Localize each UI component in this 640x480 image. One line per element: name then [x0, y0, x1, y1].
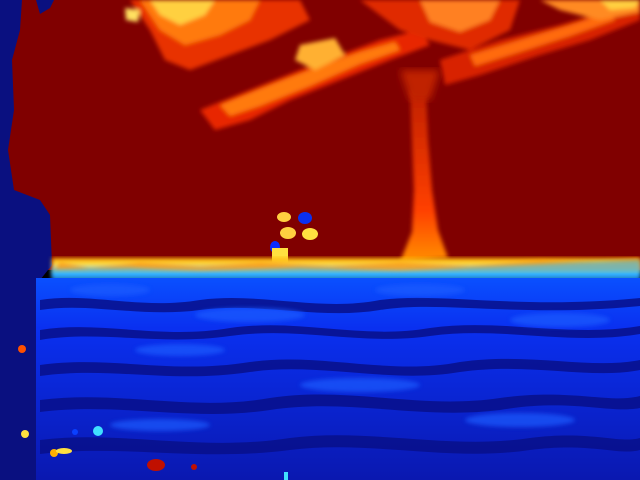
tree-canopy: [125, 0, 640, 130]
tree-trunk: [400, 70, 448, 262]
top-left-notch: [36, 0, 54, 14]
horizon-object: [270, 212, 318, 264]
depth-artifacts: [18, 345, 288, 480]
left-foreground-edge: [0, 0, 52, 480]
ground-texture: [40, 297, 640, 455]
ground-highlights: [70, 284, 610, 431]
